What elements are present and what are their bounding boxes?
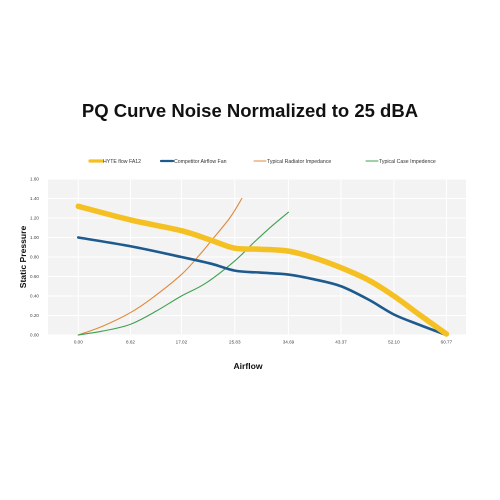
x-tick-labels: 0.00 8.62 17.02 25.83 34.69 43.37 52.10 60.77 — [74, 340, 453, 345]
y-tick-label: 0.60 — [30, 274, 39, 279]
y-tick-label: 0.00 — [30, 333, 39, 338]
legend: HYTE flow FA12 Competitor Airflow Fan Typi… — [88, 159, 436, 165]
y-tick-label: 0.80 — [30, 255, 39, 260]
x-tick-label: 8.62 — [126, 340, 135, 345]
y-tick-label: 0.40 — [30, 294, 39, 299]
x-tick-label: 34.69 — [283, 340, 295, 345]
y-tick-label: 1.60 — [30, 177, 39, 182]
legend-label-hyte-flow-fa12: HYTE flow FA12 — [103, 159, 141, 165]
x-tick-label: 60.77 — [441, 340, 453, 345]
y-tick-label: 1.40 — [30, 196, 39, 201]
legend-label-typical-radiator-impedance: Typical Radiator Impedance — [267, 159, 331, 165]
series-line-competitor-airflow-fan — [76, 236, 448, 337]
series-group — [75, 197, 450, 337]
x-tick-label: 0.00 — [74, 340, 83, 345]
y-tick-label: 1.20 — [30, 216, 39, 221]
series-line-typical-radiator-impedance — [77, 197, 243, 336]
legend-label-typical-case-impedence: Typical Case Impedence — [379, 159, 436, 165]
x-tick-label: 52.10 — [388, 340, 400, 345]
y-tick-label: 0.20 — [30, 313, 39, 318]
chart-title: PQ Curve Noise Normalized to 25 dBA — [81, 100, 419, 121]
y-tick-labels: 0.00 0.20 0.40 0.60 0.80 1.00 1.20 1.40 1.60 — [30, 177, 39, 338]
series-line-hyte-flow-fa12 — [75, 203, 450, 337]
y-tick-label: 1.00 — [30, 235, 39, 240]
legend-label-competitor-airflow-fan: Competitor Airflow Fan — [174, 159, 227, 165]
series-line-typical-case-impedence — [77, 211, 289, 336]
x-tick-label: 25.83 — [229, 340, 241, 345]
x-tick-label: 43.37 — [335, 340, 347, 345]
x-tick-label: 17.02 — [176, 340, 188, 345]
x-axis-title: Airflow — [233, 361, 262, 371]
y-axis-title: Static Pressure — [18, 225, 28, 288]
